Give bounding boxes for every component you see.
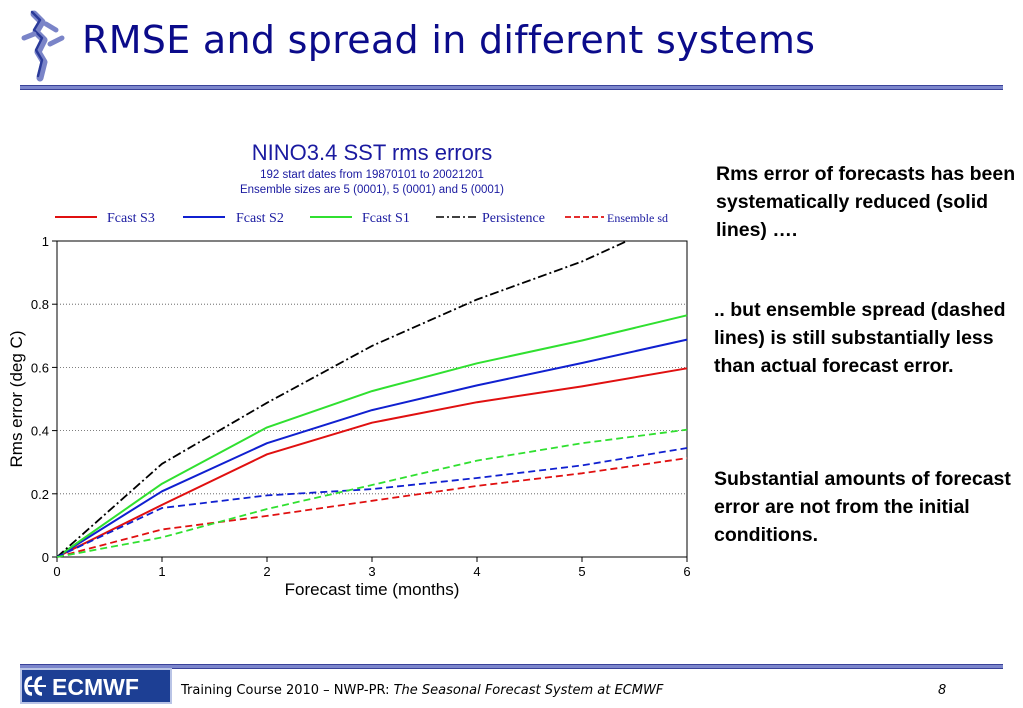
chart-title: NINO3.4 SST rms errors	[252, 140, 492, 165]
y-tick-label: 0.4	[31, 424, 49, 439]
footer-course: Training Course 2010 – NWP-PR: The Seaso…	[181, 683, 663, 698]
footer-course-prefix: Training Course 2010 – NWP-PR:	[181, 683, 394, 698]
y-tick-label: 0	[42, 550, 49, 565]
chart-subtitle-2: Ensemble sizes are 5 (0001), 5 (0001) an…	[240, 184, 504, 196]
ecmwf-logo-text: ECMWF	[52, 674, 139, 700]
series-layer	[56, 240, 688, 558]
legend-label-s1: Fcast S1	[362, 211, 410, 226]
ecmwf-figure-logo-icon	[21, 10, 65, 82]
x-tick-label: 1	[158, 564, 165, 579]
ecmwf-logo-icon: ECMWF	[24, 674, 139, 700]
y-tick-label: 0.6	[31, 360, 49, 375]
text-ensemble-spread: .. but ensemble spread (dashed lines) is…	[714, 299, 1006, 377]
legend-label-ensemble-sd: Ensemble sd	[607, 211, 668, 225]
text-forecast-error-source: Substantial amounts of forecast error ar…	[714, 468, 1011, 546]
x-tick-label: 5	[578, 564, 585, 579]
y-tick-label: 0.8	[31, 297, 49, 312]
x-tick-label: 2	[263, 564, 270, 579]
grid-lines	[57, 303, 687, 495]
page-number: 8	[938, 683, 947, 698]
y-tick-label: 1	[42, 234, 49, 249]
x-tick-label: 3	[368, 564, 375, 579]
series-line-ensemble-sd-s1	[56, 428, 688, 558]
rms-error-chart: NINO3.4 SST rms errors 192 start dates f…	[7, 140, 691, 599]
ecmwf-logo: ECMWF	[20, 668, 172, 704]
y-axis: 0 0.2 0.4 0.6 0.8 1	[31, 234, 57, 565]
chart-subtitle-1: 192 start dates from 19870101 to 2002120…	[260, 169, 484, 181]
series-line-ensemble-sd-s2	[56, 447, 688, 558]
x-tick-label: 0	[53, 564, 60, 579]
x-axis-label: Forecast time (months)	[285, 580, 460, 599]
series-line-fcast-s2	[56, 338, 688, 558]
series-line-fcast-s1	[56, 314, 688, 558]
legend-label-s3: Fcast S3	[107, 211, 155, 226]
footer-divider	[20, 664, 1003, 669]
footer-course-title: The Seasonal Forecast System at ECMWF	[393, 683, 664, 698]
x-tick-label: 6	[683, 564, 690, 579]
x-tick-label: 4	[473, 564, 480, 579]
chart-legend: Fcast S3 Fcast S2 Fcast S1 Persistence E…	[55, 211, 668, 226]
text-rms-error-reduced: Rms error of forecasts has been systemat…	[716, 163, 1016, 241]
title-divider	[20, 85, 1003, 90]
series-line-fcast-s3	[56, 367, 688, 558]
series-line-ensemble-sd	[56, 457, 688, 558]
x-axis: 0 1 2 3 4 5 6	[53, 557, 691, 579]
y-axis-label: Rms error (deg C)	[7, 331, 26, 468]
slide-title: RMSE and spread in different systems	[82, 18, 816, 62]
y-tick-label: 0.2	[31, 487, 49, 502]
series-line-persistence	[56, 240, 628, 558]
legend-label-persistence: Persistence	[482, 211, 545, 226]
legend-label-s2: Fcast S2	[236, 211, 284, 226]
